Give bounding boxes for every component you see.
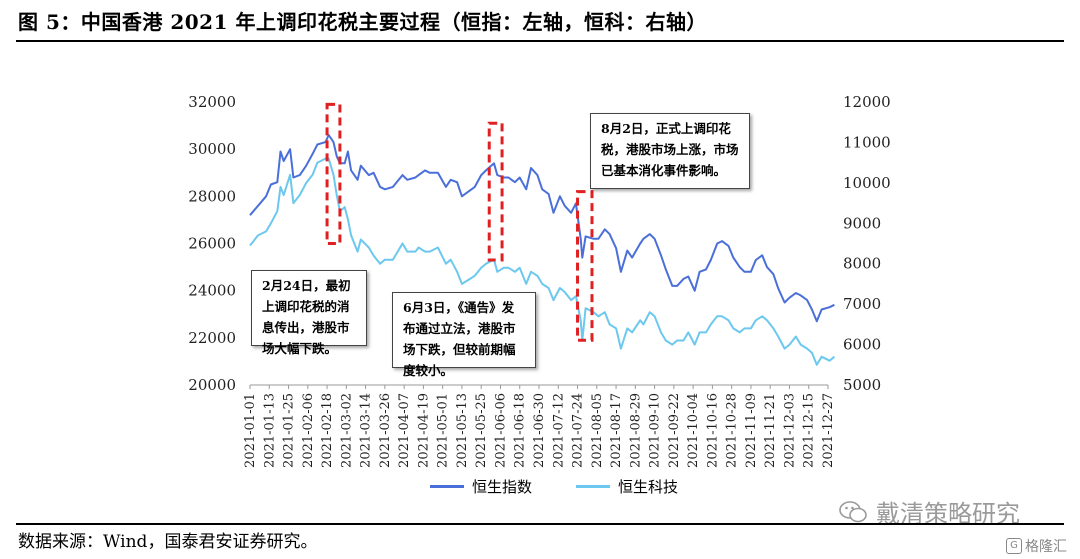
legend-label-hsi: 恒生指数: [472, 478, 533, 496]
x-axis-tick-label: 2021-03-14: [359, 393, 374, 468]
left-axis-tick-label: 26000: [188, 235, 236, 253]
legend-swatch-hstech: [576, 485, 611, 488]
right-axis-tick-label: 7000: [843, 295, 881, 313]
x-axis-tick-label: 2021-05-25: [474, 393, 489, 468]
annotation-jun: 6月3日，《通告》发布通过立法，港股市场下跌，但较前期幅度较小。: [392, 292, 536, 378]
annotation-feb: 2月24日，最初上调印花税的消息传出，港股市场大幅下跌。: [251, 270, 367, 356]
legend-label-hstech: 恒生科技: [618, 478, 679, 496]
x-axis-tick-label: 2021-02-18: [320, 393, 335, 468]
x-axis-tick-label: 2021-10-16: [705, 393, 720, 468]
series-line-hstech: [249, 157, 836, 366]
x-axis-tick-label: 2021-06-06: [493, 393, 508, 468]
x-axis-tick-label: 2021-12-15: [802, 393, 817, 468]
right-axis-tick-label: 8000: [843, 255, 881, 273]
brand-logo-icon: G: [1006, 538, 1022, 554]
legend-swatch-hsi: [430, 485, 464, 488]
series-line-hsi: [249, 134, 835, 323]
x-axis-tick-label: 2021-01-01: [243, 393, 258, 468]
x-axis-tick-label: 2021-07-24: [571, 393, 586, 468]
x-axis: 2021-01-01 2021-01-13 2021-01-25 2021-02-06…: [243, 384, 836, 468]
right-axis-tick-label: 12000: [843, 93, 891, 111]
x-axis-tick-label: 2021-06-18: [513, 393, 528, 468]
right-axis-tick-label: 11000: [843, 133, 891, 151]
line-chart: 20000 22000 24000 26000 28000 30000 32000 5000…: [188, 93, 891, 468]
x-axis-tick-label: 2021-01-13: [262, 393, 277, 468]
right-axis: 5000 6000 7000 8000 9000 10000 11000 12000: [843, 93, 891, 394]
x-axis-tick-label: 2021-03-02: [339, 393, 354, 468]
legend-item-hstech: 恒生科技: [576, 476, 678, 497]
x-axis-tick-label: 2021-12-03: [782, 393, 797, 468]
brand-text: 格隆汇: [1025, 539, 1067, 555]
annotation-aug: 8月2日，正式上调印花税，港股市场上涨，市场已基本消化事件影响。: [590, 113, 750, 189]
wechat-icon: [839, 500, 867, 522]
x-axis-tick-label: 2021-10-04: [686, 393, 701, 468]
left-axis-tick-label: 24000: [188, 282, 236, 300]
highlight-box-1: [325, 102, 342, 245]
x-axis-tick-label: 2021-08-29: [628, 393, 643, 468]
x-axis-tick-label: 2021-06-30: [532, 393, 547, 468]
x-axis-tick-label: 2021-11-09: [744, 393, 759, 468]
highlight-box-2: [487, 121, 504, 262]
highlight-box-3: [576, 190, 594, 342]
x-axis-tick-label: 2021-04-19: [416, 393, 431, 468]
x-axis-tick-label: 2021-10-28: [725, 393, 740, 468]
left-axis: 20000 22000 24000 26000 28000 30000 32000: [188, 93, 236, 394]
x-axis-tick-label: 2021-09-22: [667, 393, 682, 468]
x-axis-tick-label: 2021-03-26: [378, 393, 393, 468]
x-axis-tick-label: 2021-09-10: [648, 393, 663, 468]
left-axis-tick-label: 32000: [188, 93, 236, 111]
x-axis-tick-label: 2021-05-01: [436, 393, 451, 468]
brand-mark: G 格隆汇: [1006, 536, 1067, 556]
series-layer: [249, 134, 836, 366]
legend-item-hsi: 恒生指数: [430, 476, 532, 497]
chart-legend: 恒生指数 恒生科技: [430, 476, 722, 497]
right-axis-tick-label: 10000: [843, 174, 891, 192]
source-note: 数据来源：Wind，国泰君安证券研究。: [18, 532, 318, 552]
x-axis-tick-label: 2021-08-05: [590, 393, 605, 468]
x-axis-tick-label: 2021-04-07: [397, 393, 412, 468]
x-axis-tick-label: 2021-02-06: [301, 393, 316, 468]
x-axis-tick-label: 2021-07-12: [551, 393, 566, 468]
x-axis-tick-label: 2021-08-17: [609, 393, 624, 468]
left-axis-tick-label: 30000: [188, 140, 236, 158]
highlight-box-layer: [325, 102, 594, 342]
right-axis-tick-label: 5000: [843, 376, 881, 394]
right-axis-tick-label: 6000: [843, 336, 881, 354]
left-axis-tick-label: 20000: [188, 376, 236, 394]
left-axis-tick-label: 28000: [188, 187, 236, 205]
x-axis-tick-label: 2021-12-27: [821, 393, 836, 468]
top-rule: [16, 40, 1064, 42]
x-axis-tick-label: 2021-05-13: [455, 393, 470, 468]
right-axis-tick-label: 9000: [843, 214, 881, 232]
x-axis-tick-label: 2021-01-25: [282, 393, 297, 468]
bottom-rule: [16, 523, 1064, 525]
figure-title: 图 5：中国香港 2021 年上调印花税主要过程（恒指：左轴，恒科：右轴）: [18, 10, 707, 34]
x-axis-tick-label: 2021-11-21: [763, 393, 778, 468]
left-axis-tick-label: 22000: [188, 329, 236, 347]
